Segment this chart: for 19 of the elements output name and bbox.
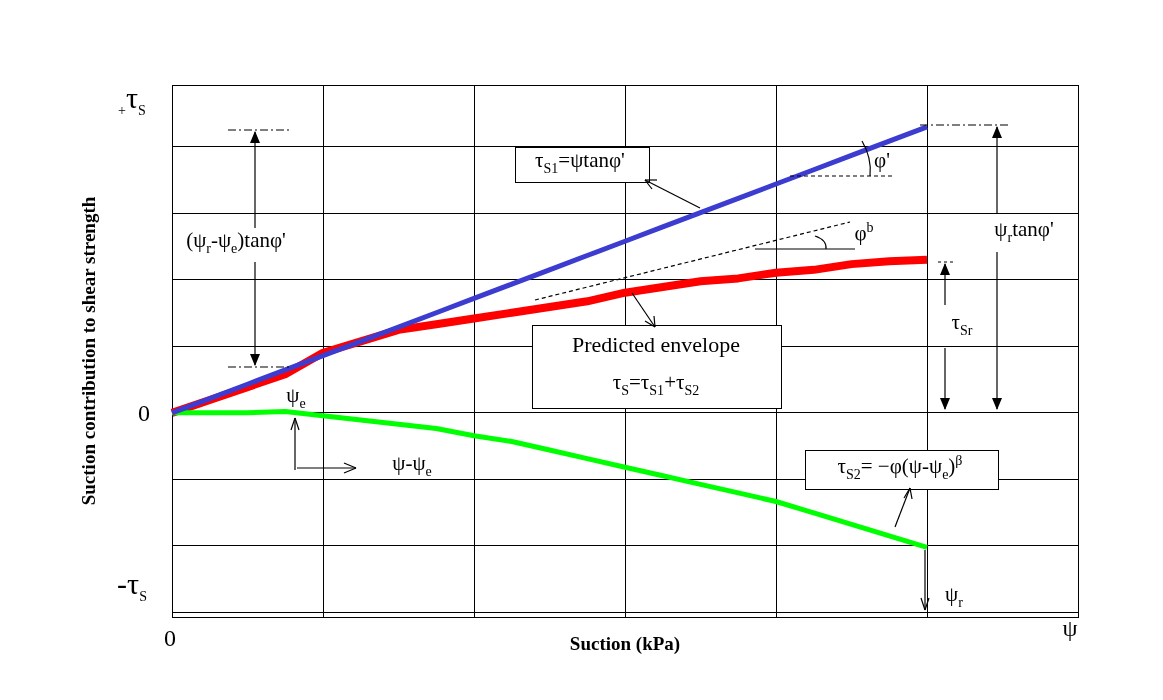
text: ψ <box>1062 615 1078 641</box>
annotation: (ψ$_{r}$-ψ$_{e}$)tanφ' <box>186 228 286 256</box>
x-axis-title: Suction (kPa) <box>569 632 681 655</box>
text: ψ$_{r}$ <box>945 582 963 610</box>
y-axis-title: Suction contribution to shear strength <box>77 196 99 506</box>
annotation: τ$_{S1}$=ψtanφ' <box>535 148 625 176</box>
annotation: τ$_{S2}$= −φ(ψ-ψ$_{e}$)$^{β}$ <box>837 453 963 482</box>
annotation: ψ$_{e}$ <box>286 383 306 411</box>
annotation: τ$_{S}$=τ$_{S1}$+τ$_{S2}$ <box>612 370 700 398</box>
text: 0 <box>138 400 150 426</box>
text: 0 <box>164 625 176 651</box>
annotation: φ$^{b}$ <box>854 219 874 245</box>
annotation: τ$_{Sr}$ <box>951 310 973 338</box>
text: -τ$_{S}$ <box>117 566 147 604</box>
annotation: ψ$_{r}$tanφ' <box>994 217 1054 245</box>
text: $_{+}$τ$_{S}$ <box>118 80 146 118</box>
annotation: ψ-ψ$_{e}$ <box>392 451 432 479</box>
annotation: Predicted envelope <box>572 332 740 357</box>
annotation: φ' <box>874 147 890 172</box>
